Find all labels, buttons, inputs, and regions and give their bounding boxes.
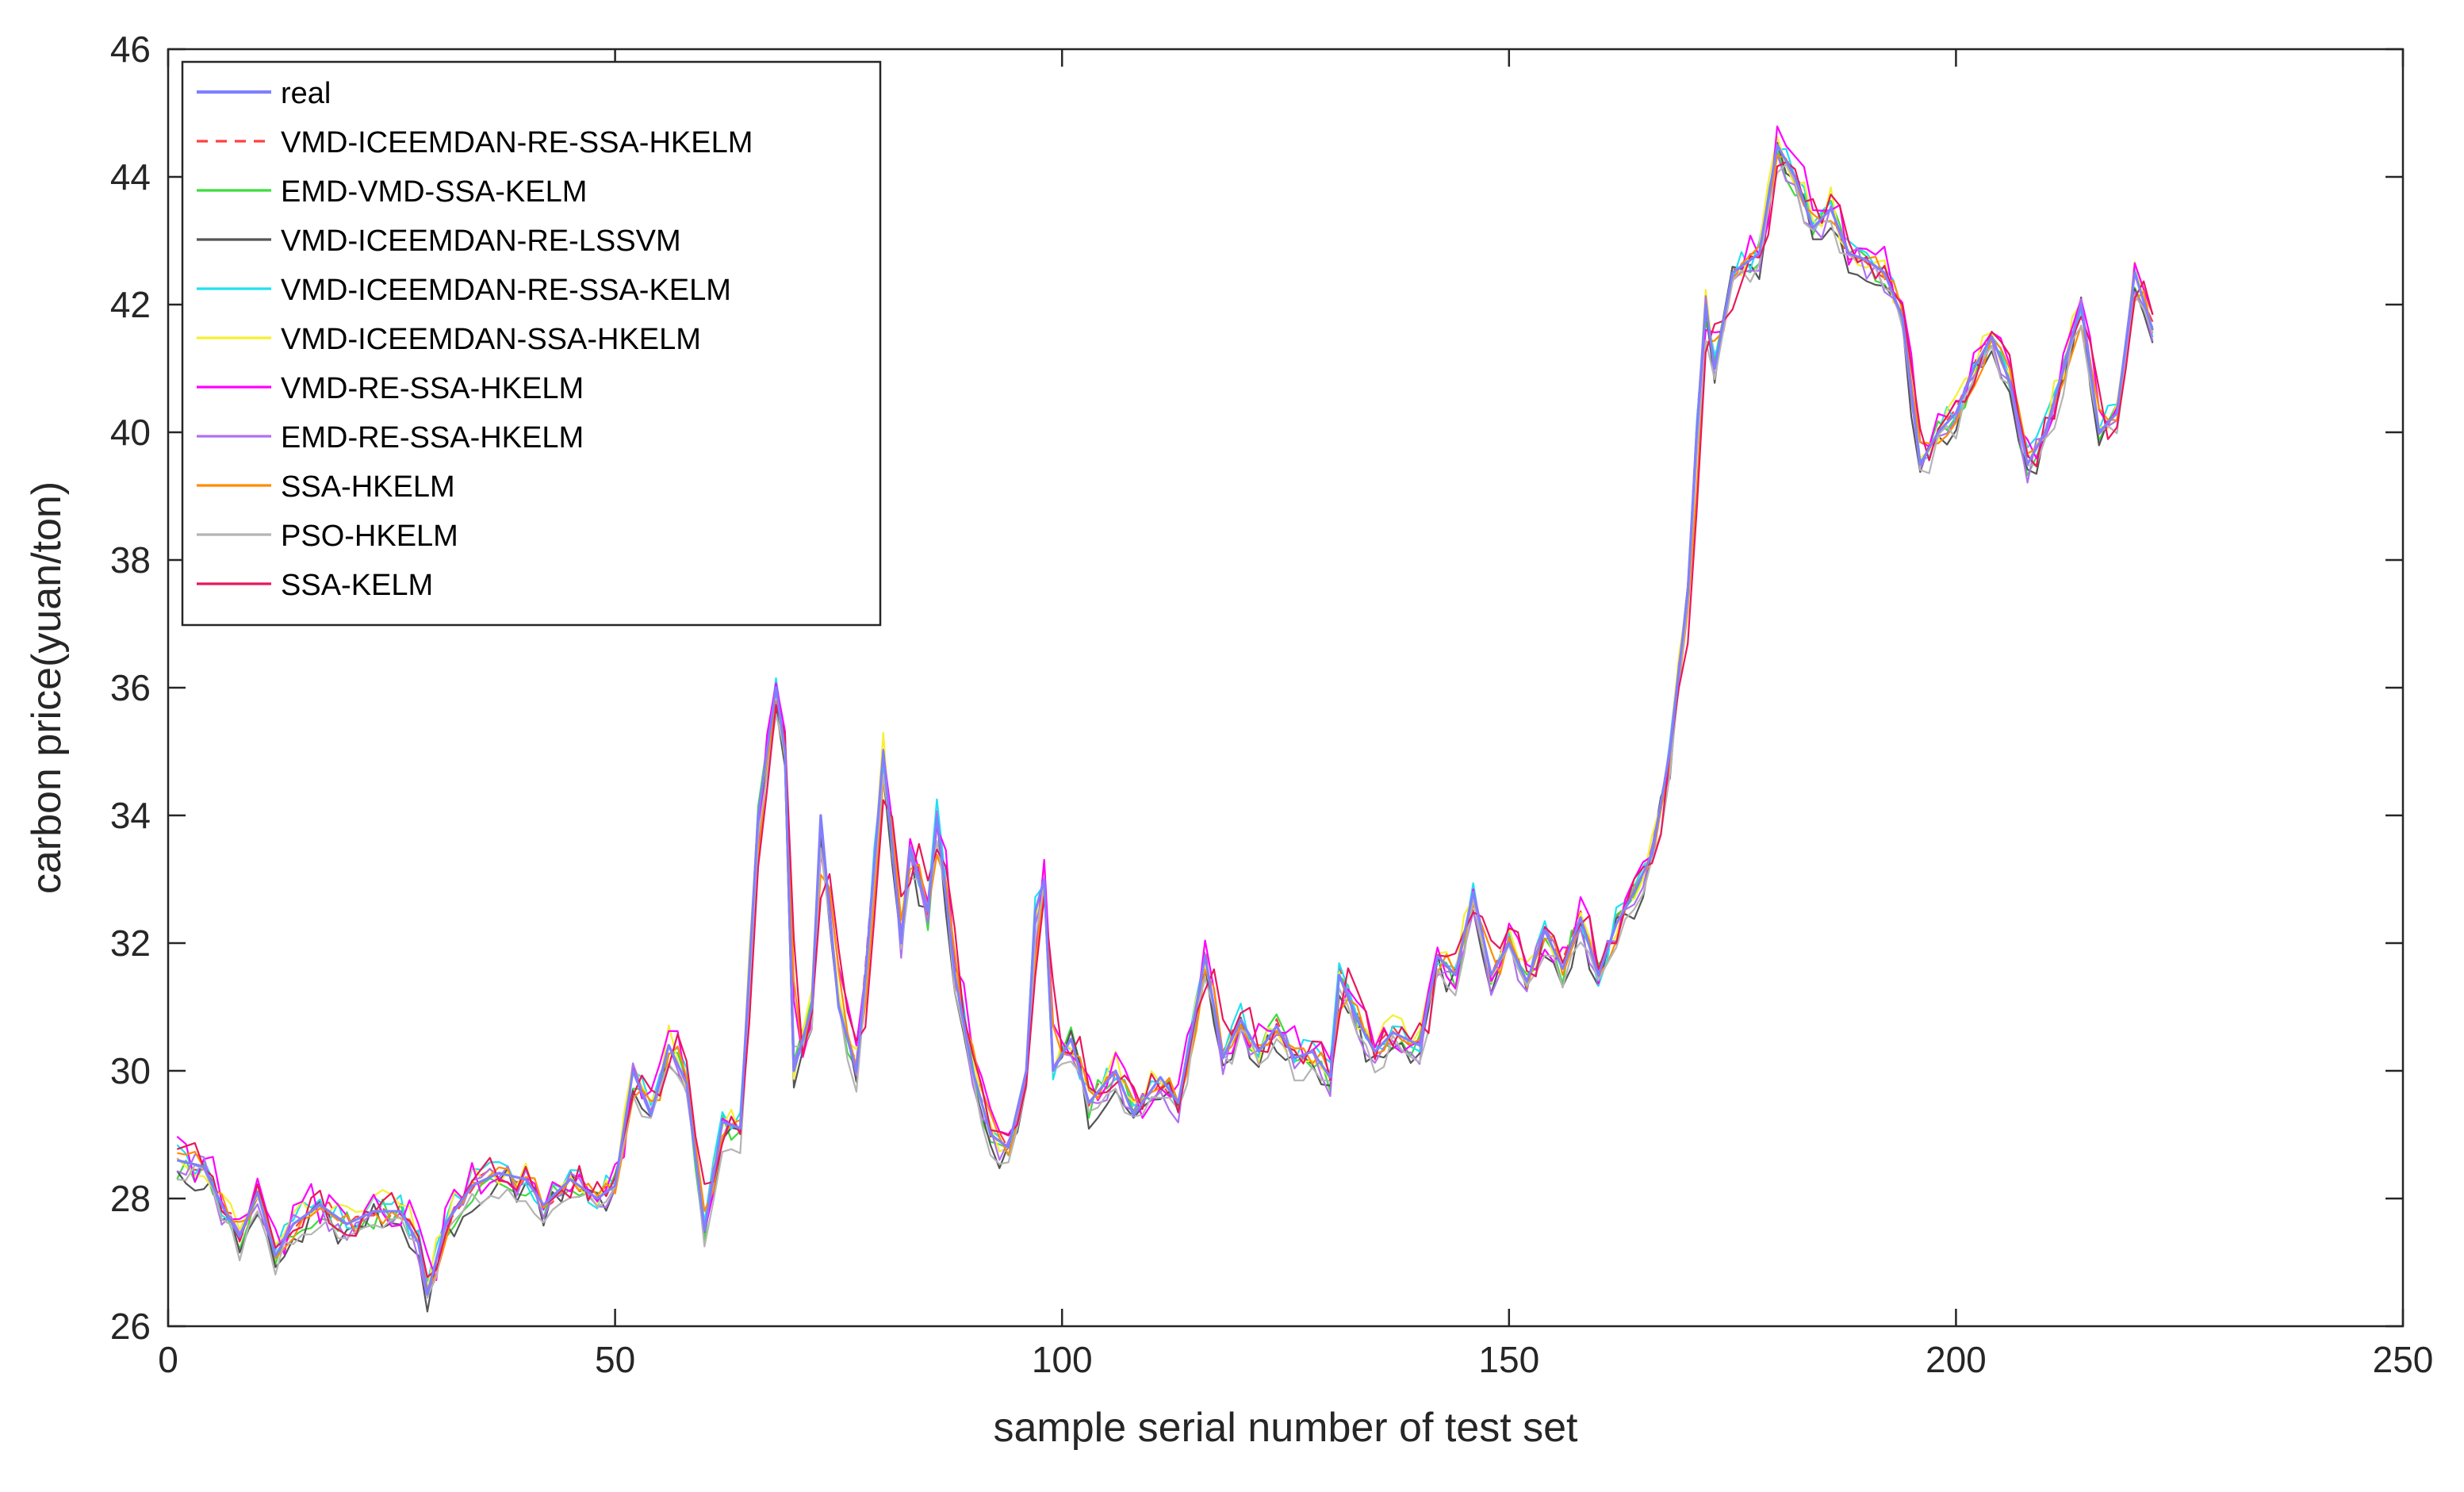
legend-label: SSA-HKELM bbox=[281, 470, 455, 504]
legend-label: real bbox=[281, 77, 331, 110]
legend-label: VMD-ICEEMDAN-RE-SSA-KELM bbox=[281, 274, 731, 307]
legend-label: VMD-RE-SSA-HKELM bbox=[281, 372, 584, 405]
series-line-real bbox=[176, 144, 2154, 1296]
y-tick-label: 40 bbox=[110, 412, 151, 453]
legend-label: EMD-VMD-SSA-KELM bbox=[281, 175, 587, 209]
legend-label: SSA-KELM bbox=[281, 569, 433, 602]
y-tick-label: 34 bbox=[110, 795, 151, 836]
y-tick-label: 26 bbox=[110, 1306, 151, 1347]
y-tick-label: 46 bbox=[110, 29, 151, 70]
legend: real VMD-ICEEMDAN-RE-SSA-HKELM EMD-VMD-SSA… bbox=[181, 60, 882, 627]
x-tick-label: 250 bbox=[2373, 1339, 2434, 1380]
legend-label: VMD-ICEEMDAN-SSA-HKELM bbox=[281, 323, 701, 356]
legend-label: PSO-HKELM bbox=[281, 520, 458, 553]
legend-box bbox=[181, 60, 882, 627]
series-line-vmd-iceemdan-re-lssvm bbox=[176, 141, 2154, 1313]
y-tick-label: 38 bbox=[110, 539, 151, 581]
series-layer bbox=[176, 125, 2154, 1313]
x-axis-title: sample serial number of test set bbox=[994, 1405, 1579, 1451]
x-tick-label: 150 bbox=[1478, 1339, 1539, 1380]
y-tick-label: 30 bbox=[110, 1050, 151, 1091]
y-tick-label: 42 bbox=[110, 284, 151, 325]
y-axis-title: carbon price(yuan/ton) bbox=[24, 481, 70, 894]
x-tick-label: 100 bbox=[1032, 1339, 1093, 1380]
legend-label: VMD-ICEEMDAN-RE-LSSVM bbox=[281, 224, 681, 258]
x-tick-label: 200 bbox=[1926, 1339, 1987, 1380]
legend-label: VMD-ICEEMDAN-RE-SSA-HKELM bbox=[281, 126, 753, 159]
x-tick-label: 50 bbox=[595, 1339, 635, 1380]
y-tick-label: 28 bbox=[110, 1178, 151, 1219]
y-tick-label: 32 bbox=[110, 922, 151, 964]
x-tick-label: 0 bbox=[158, 1339, 178, 1380]
y-tick-label: 44 bbox=[110, 156, 151, 198]
y-tick-label: 36 bbox=[110, 667, 151, 708]
axis-ticks: 0 50 100 150 200 250 26 28 30 32 34 36 38 40 42 44 46 bbox=[110, 29, 2434, 1380]
legend-label: EMD-RE-SSA-HKELM bbox=[281, 421, 584, 455]
